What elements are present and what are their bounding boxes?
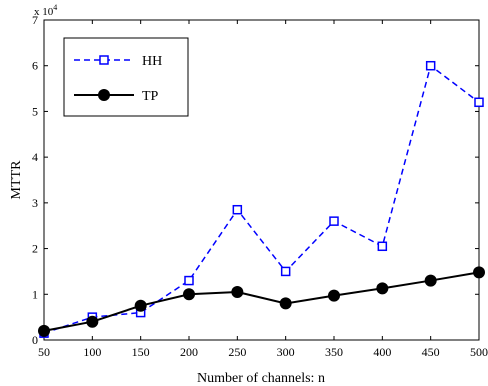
data-point-hh	[184, 275, 194, 286]
series-layer	[38, 60, 485, 338]
data-point-tp	[38, 324, 50, 337]
legend-tp-marker	[98, 89, 110, 101]
data-point-tp	[424, 274, 437, 287]
x-tick-label: 150	[132, 345, 150, 359]
data-point-tp	[183, 288, 195, 301]
data-point-hh	[280, 266, 291, 277]
x-tick-label: 350	[325, 345, 343, 359]
data-point-tp	[231, 286, 244, 298]
legend-hh-marker	[99, 55, 109, 65]
y-tick-label: 0	[32, 333, 38, 347]
y-multiplier-base: x 10	[34, 6, 54, 18]
data-point-tp	[279, 297, 292, 310]
x-tick-label: 100	[83, 345, 101, 359]
x-tick-label: 200	[180, 345, 198, 359]
series-hh-line	[43, 64, 480, 334]
x-axis: 50 100 150 200 250 300 350 400 450 500	[38, 20, 488, 359]
data-point-hh	[377, 241, 388, 252]
data-point-hh	[232, 204, 243, 215]
data-point-hh	[329, 216, 339, 226]
data-point-tp	[328, 289, 340, 302]
y-multiplier: x 104	[34, 3, 57, 18]
y-tick-label: 1	[32, 287, 38, 301]
legend-box	[63, 37, 189, 117]
y-tick-label: 3	[32, 196, 38, 210]
y-tick-label: 2	[32, 242, 38, 256]
data-point-hh	[474, 97, 484, 108]
data-point-tp	[376, 282, 389, 295]
x-tick-label: 50	[38, 345, 50, 359]
y-tick-label: 4	[32, 150, 38, 164]
y-multiplier-exponent: 4	[53, 3, 57, 12]
data-point-hh	[425, 60, 436, 71]
x-tick-label: 250	[228, 345, 246, 359]
series-tp	[38, 266, 485, 337]
data-point-tp	[473, 266, 485, 279]
y-tick-label: 7	[32, 13, 38, 27]
data-point-tp	[86, 315, 99, 328]
x-tick-label: 300	[277, 345, 295, 359]
y-tick-label: 5	[32, 104, 38, 118]
data-point-tp	[134, 299, 147, 312]
series-tp-line	[43, 271, 480, 332]
y-axis-label: MTTR	[9, 160, 24, 200]
legend-hh-label: HH	[142, 54, 162, 69]
legend-tp-label: TP	[142, 89, 159, 104]
y-axis: 0 1 2 3 4 5 6 7	[32, 13, 479, 347]
x-tick-label: 450	[422, 345, 440, 359]
x-tick-label: 500	[470, 345, 488, 359]
x-axis-label: Number of channels: n	[197, 371, 325, 386]
legend: HH TP	[63, 37, 189, 117]
y-tick-label: 6	[32, 59, 38, 73]
x-tick-label: 400	[373, 345, 391, 359]
